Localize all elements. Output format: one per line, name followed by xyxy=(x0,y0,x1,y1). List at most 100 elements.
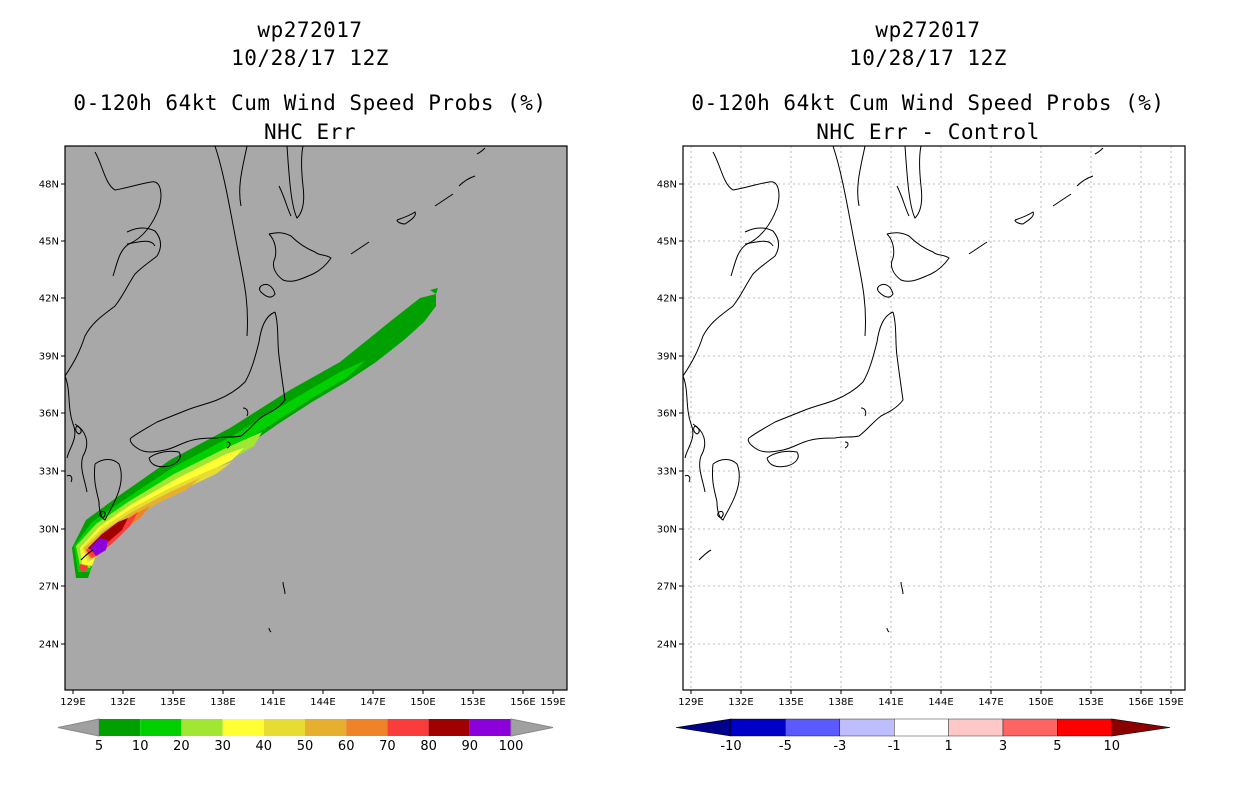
lat-tick-label: 45N xyxy=(39,237,59,248)
colorbar-swatch xyxy=(140,719,182,736)
right-colorbar: -10 -5 -3 -1 1 3 5 10 xyxy=(675,718,1171,754)
lon-tick-label: 129E xyxy=(60,697,85,708)
lat-tick-label: 24N xyxy=(39,640,59,651)
colorbar-label: 40 xyxy=(256,739,273,754)
lon-tick-label: 138E xyxy=(828,697,853,708)
colorbar-label: 10 xyxy=(132,739,149,754)
lon-tick-label: 138E xyxy=(210,697,235,708)
colorbar-label: 3 xyxy=(999,739,1007,754)
colorbar-swatch xyxy=(469,719,511,736)
lon-tick-label: 153E xyxy=(1078,697,1103,708)
colorbar-swatch xyxy=(263,719,305,736)
colorbar-swatch xyxy=(785,718,841,737)
lat-tick-label: 27N xyxy=(657,582,677,593)
colorbar-label: 60 xyxy=(338,739,355,754)
lat-tick-label: 33N xyxy=(657,467,677,478)
colorbar-swatch xyxy=(1002,718,1058,737)
colorbar-label: 80 xyxy=(420,739,437,754)
left-probability-swath xyxy=(65,146,486,633)
left-map-panel: 48N 45N 42N 39N 36N 33N 30N 27N 24N 129E 132E 135E 1… xyxy=(39,145,568,709)
right-axes: 48N 45N 42N 39N 36N 33N 30N 27N 24N 129E 132E 135E 1… xyxy=(657,180,1184,709)
right-title-datetime: 10/28/17 12Z xyxy=(849,46,1007,70)
lon-tick-label: 141E xyxy=(260,697,285,708)
left-title-product: 0-120h 64kt Cum Wind Speed Probs (%) xyxy=(73,91,547,115)
lat-tick-label: 45N xyxy=(657,237,677,248)
colorbar-swatch xyxy=(305,719,347,736)
right-title-method: NHC Err - Control xyxy=(816,120,1040,144)
swath-90 xyxy=(90,538,108,556)
colorbar-swatch xyxy=(222,719,264,736)
lon-tick-label: 159E xyxy=(1158,697,1183,708)
colorbar-label: 30 xyxy=(214,739,231,754)
lon-tick-label: 153E xyxy=(460,697,485,708)
left-map-frame xyxy=(64,145,568,691)
lat-tick-label: 48N xyxy=(657,180,677,191)
left-title-datetime: 10/28/17 12Z xyxy=(231,46,389,70)
colorbar-high-end xyxy=(510,718,554,737)
colorbar-swatch xyxy=(1057,718,1113,737)
colorbar-label: -3 xyxy=(833,739,846,754)
swath-10 xyxy=(74,360,366,572)
colorbar-label: -1 xyxy=(888,739,901,754)
lat-tick-label: 33N xyxy=(39,467,59,478)
lat-tick-label: 27N xyxy=(39,582,59,593)
left-colorbar: 5 10 20 30 40 50 60 70 80 90 100 xyxy=(57,718,554,754)
lon-tick-label: 141E xyxy=(878,697,903,708)
lat-tick-label: 30N xyxy=(657,525,677,536)
lat-tick-label: 39N xyxy=(39,352,59,363)
lon-tick-label: 150E xyxy=(1028,697,1053,708)
colorbar-swatch xyxy=(387,719,429,736)
colorbar-swatch xyxy=(181,719,223,736)
lat-tick-label: 36N xyxy=(39,409,59,420)
lat-tick-label: 24N xyxy=(657,640,677,651)
lat-tick-label: 48N xyxy=(39,180,59,191)
colorbar-label: -5 xyxy=(779,739,792,754)
colorbar-label: 90 xyxy=(462,739,479,754)
colorbar-swatch xyxy=(948,718,1004,737)
lon-tick-label: 129E xyxy=(678,697,703,708)
lat-tick-label: 42N xyxy=(657,294,677,305)
colorbar-label: -10 xyxy=(720,739,741,754)
lon-tick-label: 144E xyxy=(310,697,335,708)
colorbar-swatch xyxy=(428,719,470,736)
lon-tick-label: 135E xyxy=(160,697,185,708)
left-map-background xyxy=(65,146,567,690)
left-title-storm-id: wp272017 xyxy=(257,18,363,42)
colorbar-label: 10 xyxy=(1104,739,1121,754)
right-title-product: 0-120h 64kt Cum Wind Speed Probs (%) xyxy=(691,91,1165,115)
colorbar-label: 5 xyxy=(95,739,103,754)
lon-tick-label: 144E xyxy=(928,697,953,708)
right-map-background xyxy=(683,146,1185,690)
lon-tick-label: 132E xyxy=(110,697,135,708)
lon-tick-label: 147E xyxy=(360,697,385,708)
colorbar-label: 100 xyxy=(499,739,524,754)
left-title-method: NHC Err xyxy=(263,120,356,144)
lon-tick-label: 147E xyxy=(978,697,1003,708)
right-map-panel: 48N 45N 42N 39N 36N 33N 30N 27N 24N 129E 132E 135E 1… xyxy=(657,145,1186,709)
right-gridlines xyxy=(683,146,1185,690)
swath-blob-south xyxy=(80,564,88,572)
right-map-frame xyxy=(682,145,1186,691)
colorbar-high-end xyxy=(1111,718,1171,737)
colorbar-swatch xyxy=(346,719,388,736)
lon-tick-label: 156E xyxy=(510,697,535,708)
colorbar-low-end xyxy=(57,718,100,737)
lon-tick-label: 150E xyxy=(410,697,435,708)
colorbar-swatch xyxy=(730,718,786,737)
lon-tick-label: 135E xyxy=(778,697,803,708)
colorbar-swatch xyxy=(894,718,949,737)
colorbar-label: 70 xyxy=(379,739,396,754)
colorbar-label: 20 xyxy=(173,739,190,754)
swath-blob-north xyxy=(430,288,438,294)
lat-tick-label: 42N xyxy=(39,294,59,305)
lat-tick-label: 30N xyxy=(39,525,59,536)
lon-tick-label: 159E xyxy=(540,697,565,708)
lon-tick-label: 156E xyxy=(1128,697,1153,708)
lon-tick-label: 132E xyxy=(728,697,753,708)
colorbar-label: 1 xyxy=(944,739,952,754)
right-title-storm-id: wp272017 xyxy=(875,18,981,42)
colorbar-low-end xyxy=(675,718,732,737)
left-axes: 48N 45N 42N 39N 36N 33N 30N 27N 24N 129E 132E 135E 1… xyxy=(39,180,566,709)
lat-tick-label: 36N xyxy=(657,409,677,420)
